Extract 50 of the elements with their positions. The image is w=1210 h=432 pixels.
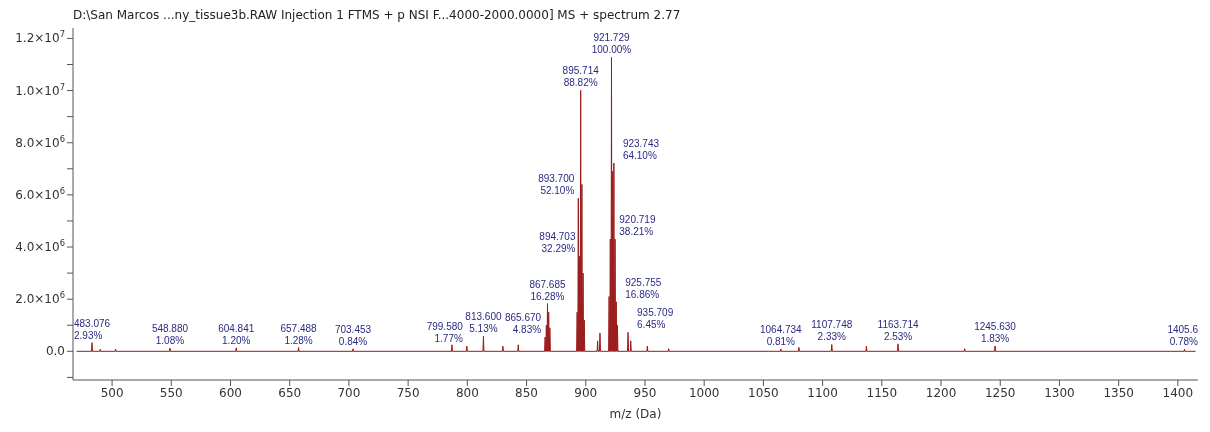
x-tick-label: 1150 [866, 385, 898, 400]
x-tick-label: 1250 [984, 385, 1016, 400]
annotation: 1163.714 2.53% [877, 318, 919, 342]
x-tick-label: 650 [278, 385, 302, 400]
annotation: 867.685 16.28% [529, 278, 566, 302]
x-tick-label: 1350 [1103, 385, 1134, 400]
annotation: 893.700 52.10% [538, 173, 575, 197]
x-tick-label: 1000 [688, 385, 720, 400]
annotation: 895.714 88.82% [562, 65, 600, 89]
x-tick-label: 900 [574, 385, 598, 400]
x-tick-label: 1300 [1044, 385, 1075, 400]
annotation: 1064.734 0.81% [759, 323, 803, 347]
annotation: 1245.630 1.83% [974, 320, 1017, 344]
x-tick-label: 750 [396, 385, 420, 400]
x-tick-label: 1200 [925, 385, 957, 400]
annotation: 923.743 64.10% [622, 138, 660, 162]
annotation: 483.076 2.93% [74, 317, 111, 341]
x-tick-label: 600 [219, 385, 242, 400]
annotation: 920.719 38.21% [619, 213, 656, 237]
x-tick-label: 1400 [1162, 385, 1194, 400]
y-tick-label: 6.0×10$^{6}$ [15, 185, 65, 202]
annotation: 925.755 16.86% [625, 276, 662, 300]
annotation: 703.453 0.84% [334, 323, 372, 347]
x-tick-label: 850 [515, 385, 539, 400]
annotation: 921.729 100.00% [591, 32, 632, 56]
annotation: 935.709 6.45% [637, 307, 674, 331]
x-tick-label: 1050 [748, 385, 779, 400]
annotation: 604.841 1.20% [218, 322, 255, 346]
annotation: 813.600 5.13% [465, 311, 502, 335]
x-tick-label: 550 [159, 385, 183, 400]
y-tick-label: 2.0×10$^{6}$ [15, 290, 65, 307]
x-tick-label: 700 [337, 385, 361, 400]
annotation: 1405.6 0.78% [1167, 324, 1199, 348]
y-tick-label: 4.0×10$^{6}$ [15, 238, 65, 255]
x-tick-label: 800 [455, 385, 479, 400]
y-tick-label: 8.0×10$^{6}$ [15, 133, 65, 150]
annotation: 657.488 1.28% [280, 322, 318, 346]
y-tick-label: 1.0×10$^{7}$ [15, 81, 65, 98]
annotation: 1107.748 2.33% [811, 319, 853, 343]
annotation: 548.880 1.08% [151, 323, 189, 347]
y-tick-label: 1.2×10$^{7}$ [15, 29, 65, 46]
x-tick-label: 1100 [807, 385, 838, 400]
annotation: 865.670 4.83% [504, 312, 542, 336]
x-axis-title: m/z (Da) [609, 407, 662, 421]
y-tick-label: 0.0 [45, 344, 65, 359]
chart-title: D:\San Marcos ...ny_tissue3b.RAW Injection 1 FTMS + p NSI F...4000-2000.0000] MS + spectrum 2.77 [73, 8, 681, 22]
annotation: 894.703 32.29% [539, 231, 576, 255]
annotation: 799.580 1.77% [426, 321, 464, 345]
x-tick-label: 500 [100, 385, 124, 400]
x-tick-label: 950 [633, 385, 657, 400]
